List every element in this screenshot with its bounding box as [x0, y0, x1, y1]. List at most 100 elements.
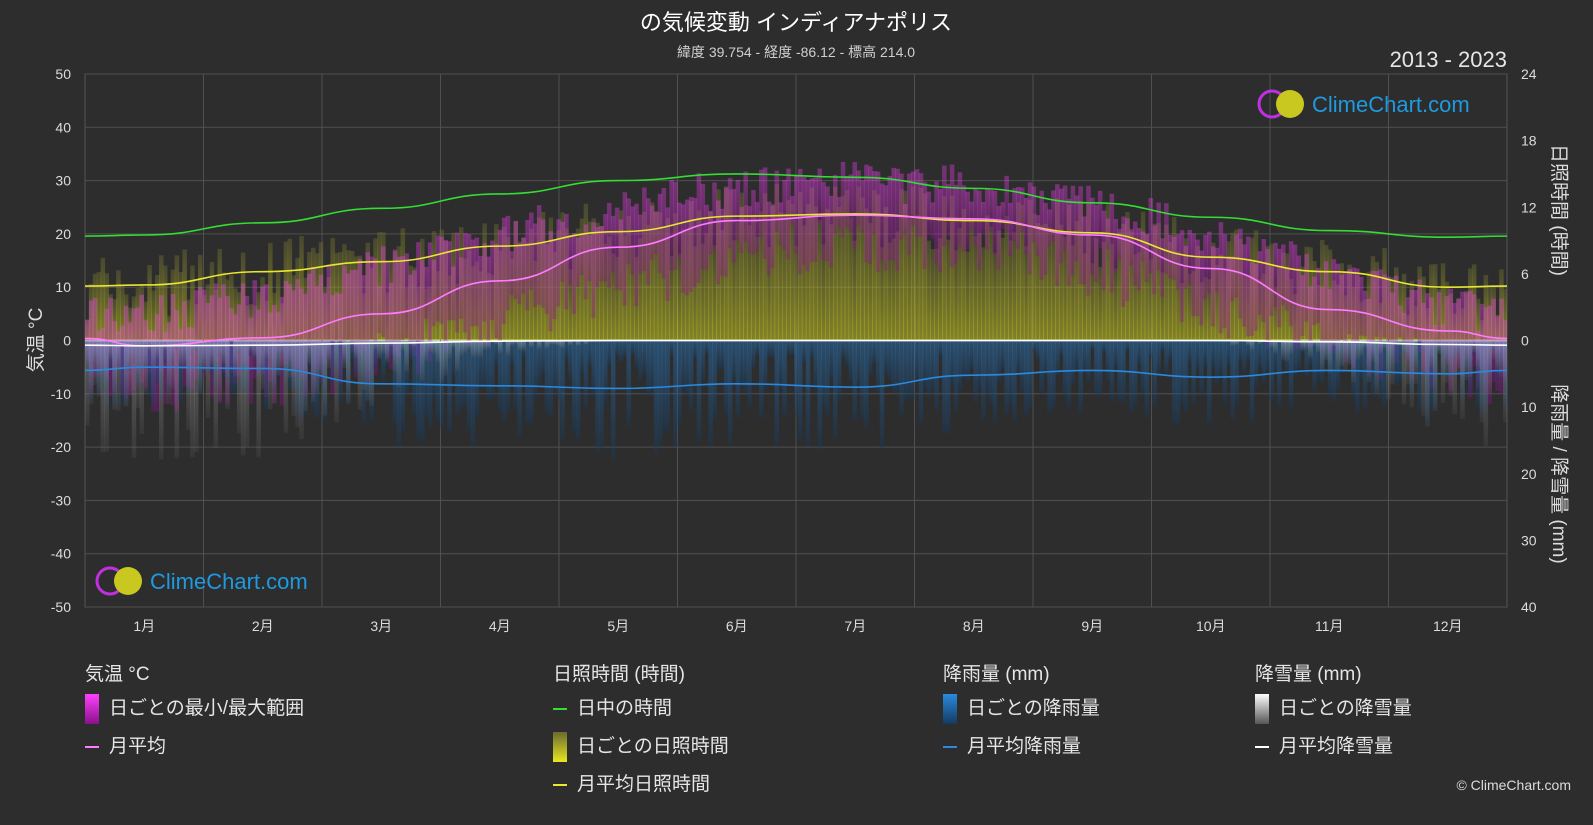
- sunshine-bar: [984, 215, 990, 341]
- sunshine-bar: [770, 203, 776, 341]
- rain-bar: [408, 340, 413, 361]
- month-tick-label: 8月: [963, 618, 985, 634]
- snow-bar: [1475, 340, 1481, 368]
- rain-bar: [1164, 340, 1169, 376]
- rain-bar: [1475, 340, 1481, 408]
- sunshine-bar: [727, 189, 733, 341]
- rain-bar: [1140, 340, 1146, 395]
- legend-label: 日ごとの降雪量: [1279, 698, 1412, 719]
- rain-bar: [1027, 340, 1033, 410]
- temp-range-bar: [583, 224, 589, 300]
- snow-bar: [116, 340, 121, 411]
- temp-range-bar: [1207, 231, 1212, 294]
- snow-bar: [400, 340, 406, 351]
- snow-bar: [431, 340, 437, 355]
- rain-bar: [626, 340, 632, 427]
- snow-bar: [221, 340, 226, 364]
- snow-bar: [100, 340, 106, 453]
- logo-sun-icon: [1276, 90, 1304, 118]
- temp-range-bar: [922, 182, 928, 270]
- rain-bar: [513, 340, 519, 410]
- rain-bar: [548, 340, 554, 418]
- sunshine-bar: [782, 213, 787, 341]
- legend-item: 日中の時間: [553, 690, 729, 728]
- sunshine-bar: [100, 257, 106, 341]
- snow-bar: [1382, 340, 1387, 349]
- temp-range-bar: [455, 232, 460, 333]
- sunshine-bar: [217, 248, 222, 341]
- snow-bar: [1421, 340, 1426, 416]
- rain-bar: [669, 340, 674, 356]
- sunshine-bar: [182, 249, 187, 341]
- rain-bar: [852, 340, 857, 423]
- rain-bar: [1035, 340, 1041, 360]
- temp-range-bar: [813, 177, 819, 262]
- rain-bar: [1277, 340, 1282, 407]
- temp-range-bar: [856, 170, 861, 226]
- rain-bar: [1397, 340, 1403, 382]
- rain-bar: [490, 340, 495, 400]
- temp-range-bar: [661, 187, 667, 279]
- temp-range-bar: [1008, 202, 1013, 257]
- snow-bar: [1351, 340, 1356, 383]
- sunshine-bar: [692, 246, 698, 341]
- snow-bar: [96, 340, 102, 397]
- snow-bar: [174, 340, 180, 459]
- rain-bar: [673, 340, 678, 447]
- sunshine-bar: [914, 214, 920, 341]
- snow-bar: [1432, 340, 1438, 411]
- rain-bar: [770, 340, 776, 358]
- sunshine-bar: [1031, 213, 1037, 341]
- sunshine-bar: [708, 211, 713, 341]
- rain-bar: [778, 340, 783, 389]
- temp-range-bar: [1401, 312, 1407, 343]
- sunshine-bar: [758, 211, 764, 341]
- rain-bar: [883, 340, 889, 374]
- snow-bar: [349, 340, 355, 345]
- temp-range-bar: [891, 167, 896, 261]
- temp-range-bar: [486, 256, 491, 347]
- legend-group-rain: 降雨量 (mm) 日ごとの降雨量 月平均降雨量: [943, 660, 1100, 766]
- temp-range-bar: [860, 180, 865, 233]
- temp-range-bar: [427, 242, 433, 362]
- rain-bar: [977, 340, 982, 389]
- snow-bar: [182, 340, 187, 369]
- rain-bar: [762, 340, 768, 390]
- temp-range-bar: [194, 290, 199, 380]
- temp-range-bar: [1347, 269, 1352, 335]
- rain-bar: [642, 340, 647, 374]
- snow-bar: [1249, 340, 1255, 351]
- rain-bar: [1113, 340, 1119, 368]
- temp-range-bar: [657, 193, 663, 273]
- sunshine-bar: [116, 270, 121, 341]
- left-tick-label: -10: [51, 386, 71, 402]
- temp-range-bar: [1210, 246, 1216, 327]
- temp-range-bar: [275, 312, 281, 354]
- sunshine-bar: [299, 236, 304, 341]
- temp-range-bar: [1366, 298, 1372, 377]
- temp-range-bar: [431, 260, 437, 327]
- temp-range-bar: [1296, 255, 1302, 350]
- rain-bar: [1269, 340, 1274, 402]
- temp-range-bar: [1355, 268, 1360, 345]
- temp-range-bar: [708, 211, 713, 255]
- temp-range-bar: [1043, 202, 1048, 275]
- snow-bar: [494, 340, 499, 345]
- temp-range-bar: [517, 243, 522, 305]
- temp-range-bar: [1316, 267, 1321, 324]
- temp-range-bar: [361, 275, 367, 351]
- rain-bar: [688, 340, 694, 411]
- temp-range-bar: [1405, 297, 1411, 361]
- snow-bar: [521, 340, 526, 351]
- temp-range-bar: [497, 229, 503, 342]
- temp-range-bar: [162, 332, 168, 405]
- temp-range-bar: [1261, 239, 1267, 322]
- temp-range-bar: [945, 184, 951, 237]
- rain-bar: [833, 340, 838, 439]
- temp-range-bar: [887, 175, 893, 261]
- temp-range-bar: [1245, 236, 1251, 337]
- temp-range-bar: [903, 204, 908, 235]
- temp-range-bar: [1335, 263, 1341, 349]
- snow-bar: [447, 340, 452, 359]
- temp-range-bar: [692, 197, 698, 288]
